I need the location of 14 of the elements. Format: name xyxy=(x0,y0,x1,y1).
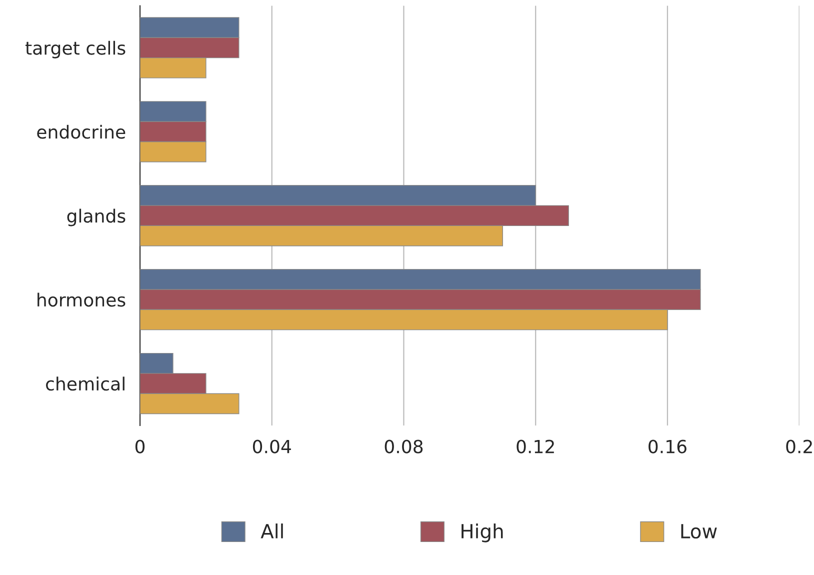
y-tick-label: chemical xyxy=(46,376,124,391)
x-tick-label: 0.04 xyxy=(252,440,291,454)
y-tick-label: target cells xyxy=(25,40,126,58)
x-tick-label: 0.08 xyxy=(384,440,423,454)
x-tick-label: 0.12 xyxy=(516,440,554,454)
x-tick-label: 0 xyxy=(135,440,145,454)
x-tick-label: 0.2 xyxy=(786,440,812,454)
x-tick-label: 0.16 xyxy=(648,440,686,454)
y-tick-label: glands xyxy=(67,208,126,226)
y-tick-label: endocrine xyxy=(37,124,126,139)
y-tick-label: hormones xyxy=(38,292,126,307)
legend-label: High xyxy=(462,524,503,542)
legend-label: All xyxy=(260,524,283,538)
legend-label: Low xyxy=(681,524,717,539)
